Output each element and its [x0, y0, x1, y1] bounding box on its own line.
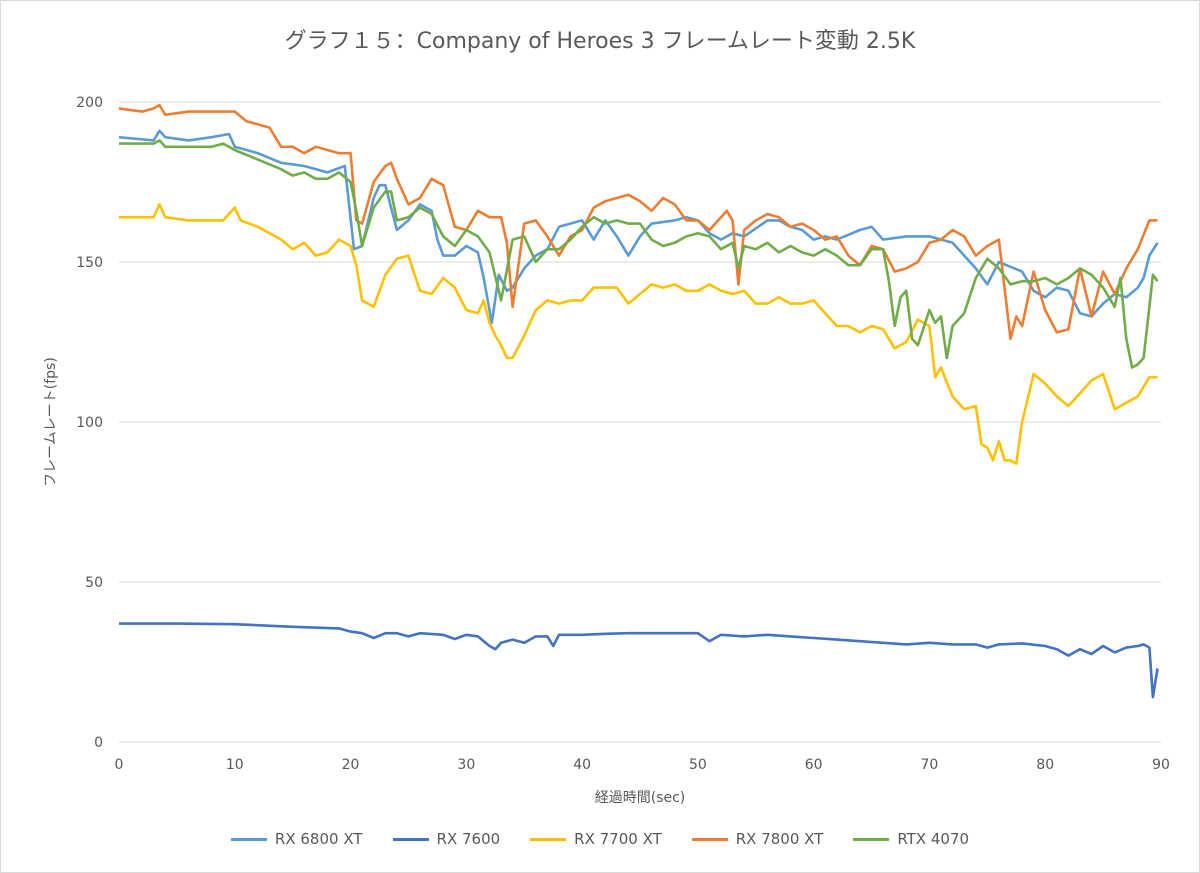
legend: RX 6800 XT RX 7600 RX 7700 XT RX 7800 XT RTX… — [1, 830, 1199, 848]
x-tick-label: 70 — [921, 757, 939, 773]
x-tick-label: 40 — [573, 757, 591, 773]
x-tick-label: 30 — [457, 757, 475, 773]
legend-label: RX 7800 XT — [735, 830, 824, 848]
y-tick-labels: 0 50 100 150 200 — [76, 95, 103, 751]
legend-swatch — [853, 837, 890, 841]
legend-label: RX 6800 XT — [274, 830, 363, 848]
legend-item: RX 7700 XT — [530, 830, 662, 848]
y-tick-label: 100 — [76, 415, 103, 431]
chart-title: グラフ１５：Company of Heroes 3 フレームレート変動 2.5K — [284, 29, 916, 54]
y-tick-label: 200 — [76, 95, 103, 111]
series-line-rx-7800-xt — [118, 103, 1158, 341]
legend-swatch — [392, 837, 429, 841]
x-tick-label: 0 — [115, 757, 124, 773]
legend-item: RX 6800 XT — [230, 830, 363, 848]
series-line-rx-7700-xt — [119, 203, 1158, 465]
legend-item: RX 7800 XT — [691, 830, 824, 848]
x-tick-label: 20 — [342, 757, 360, 773]
x-tick-label: 10 — [226, 757, 244, 773]
legend-swatch — [691, 837, 728, 841]
legend-swatch — [530, 837, 567, 841]
y-tick-label: 50 — [85, 575, 103, 591]
legend-label: RX 7700 XT — [574, 830, 662, 848]
legend-label: RTX 4070 — [897, 830, 970, 848]
y-axis-label: フレームレート(fps) — [43, 357, 59, 487]
x-tick-label: 50 — [689, 757, 707, 773]
series-line-rx-6800-xt — [118, 129, 1159, 325]
legend-label: RX 7600 — [436, 830, 501, 848]
series-lines — [118, 103, 1159, 699]
legend-swatch — [230, 837, 267, 841]
x-axis-label: 経過時間(sec) — [595, 790, 686, 806]
series-line-rx-7600 — [119, 622, 1159, 699]
y-tick-label: 150 — [76, 255, 103, 271]
gridlines — [119, 101, 1161, 743]
y-tick-label: 0 — [94, 735, 103, 751]
x-tick-label: 90 — [1152, 757, 1170, 773]
x-tick-label: 80 — [1036, 757, 1054, 773]
legend-item: RX 7600 — [392, 830, 501, 848]
legend-item: RTX 4070 — [853, 830, 969, 848]
series-line-rtx-4070 — [119, 139, 1159, 369]
x-tick-labels: 0 10 20 30 40 50 60 70 80 90 — [115, 757, 1170, 773]
x-tick-label: 60 — [805, 757, 823, 773]
